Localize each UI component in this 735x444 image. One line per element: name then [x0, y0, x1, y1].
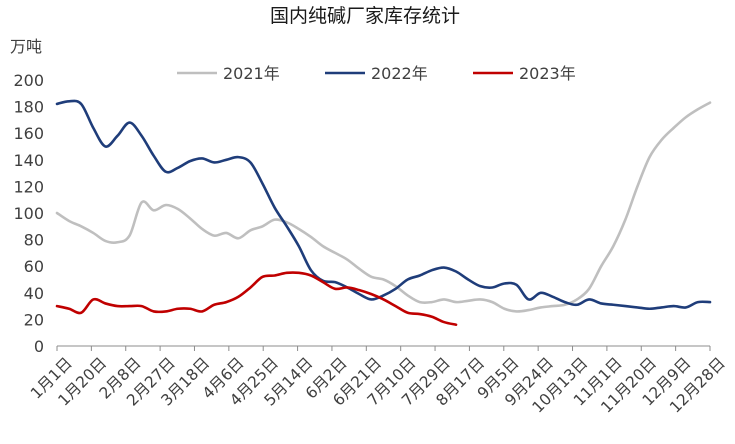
- y-tick-label: 40: [24, 284, 44, 303]
- legend-label: 2022年: [371, 64, 428, 83]
- y-tick-label: 160: [13, 124, 44, 143]
- y-tick-label: 120: [13, 177, 44, 196]
- y-tick-label: 200: [13, 71, 44, 90]
- series-line-2023年: [55, 271, 458, 327]
- y-axis-unit: 万吨: [10, 37, 42, 56]
- y-axis: 0 20 40 60 80 100 120 140 160 180 200: [13, 71, 44, 356]
- legend-label: 2021年: [223, 64, 280, 83]
- y-tick-label: 140: [13, 151, 44, 170]
- y-tick-label: 60: [24, 257, 44, 276]
- y-tick-label: 180: [13, 98, 44, 117]
- legend-label: 2023年: [519, 64, 576, 83]
- chart-title: 国内纯碱厂家库存统计: [270, 5, 460, 27]
- series-line-2022年: [55, 99, 712, 311]
- y-tick-label: 0: [34, 337, 44, 356]
- y-tick-label: 100: [13, 204, 44, 223]
- y-tick-label: 20: [24, 310, 44, 329]
- x-axis: 1月1日1月20日2月8日2月27日3月18日4月6日4月25日5月14日6月2…: [27, 345, 729, 417]
- legend: 2021年 2022年 2023年: [177, 64, 576, 83]
- y-tick-label: 80: [24, 231, 44, 250]
- series-line-2021年: [55, 101, 712, 313]
- series-lines: [55, 99, 712, 327]
